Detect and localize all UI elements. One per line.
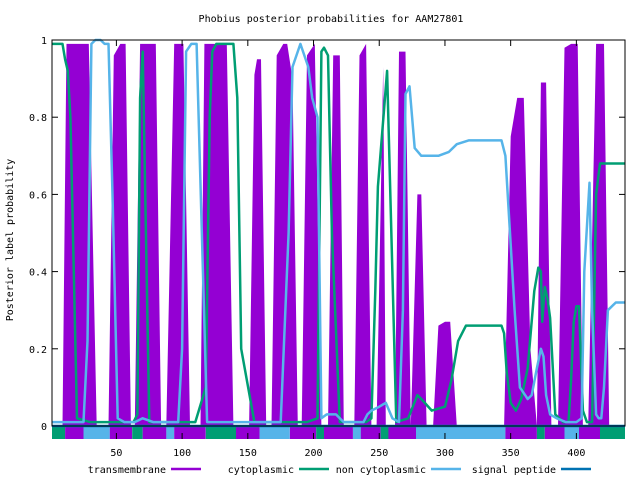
topology-segment xyxy=(579,426,600,439)
y-tick-label: 0.8 xyxy=(29,113,47,124)
x-tick-label: 150 xyxy=(239,448,257,459)
topology-bar xyxy=(52,426,625,439)
topology-segment xyxy=(84,426,110,439)
topology-segment xyxy=(416,426,505,439)
y-tick-label: 0.2 xyxy=(29,345,47,356)
topology-segment xyxy=(600,426,625,439)
topology-segment xyxy=(316,426,324,439)
y-tick-label: 0 xyxy=(41,422,47,433)
x-tick-label: 100 xyxy=(173,448,191,459)
chart-title: Phobius posterior probabilities for AAM2… xyxy=(199,14,464,25)
topology-segment xyxy=(290,426,316,439)
x-tick-label: 200 xyxy=(304,448,322,459)
y-tick-label: 0.6 xyxy=(29,190,47,201)
topology-segment xyxy=(361,426,381,439)
legend-label: signal peptide xyxy=(472,465,556,476)
topology-segment xyxy=(143,426,167,439)
topology-segment xyxy=(324,426,353,439)
legend-label: transmembrane xyxy=(88,465,166,476)
topology-segment xyxy=(381,426,389,439)
topology-segment xyxy=(52,426,65,439)
plot-area xyxy=(52,40,625,439)
y-tick-label: 1 xyxy=(41,36,47,47)
x-tick-label: 350 xyxy=(502,448,520,459)
topology-segment xyxy=(388,426,416,439)
x-tick-label: 300 xyxy=(436,448,454,459)
topology-segment xyxy=(174,426,206,439)
legend-label: non cytoplasmic xyxy=(336,465,426,476)
legend: transmembrane cytoplasmic non cytoplasmic s… xyxy=(88,465,591,476)
topology-segment xyxy=(353,426,361,439)
x-tick-label: 50 xyxy=(110,448,122,459)
topology-segment xyxy=(260,426,290,439)
topology-segment xyxy=(110,426,132,439)
topology-segment xyxy=(545,426,565,439)
topology-segment xyxy=(505,426,537,439)
topology-segment xyxy=(537,426,545,439)
topology-segment xyxy=(132,426,143,439)
topology-segment xyxy=(166,426,174,439)
legend-label: cytoplasmic xyxy=(228,465,294,476)
x-tick-label: 400 xyxy=(567,448,585,459)
x-tick-label: 250 xyxy=(370,448,388,459)
topology-segment xyxy=(65,426,83,439)
y-axis-label: Posterior label probability xyxy=(5,159,16,322)
topology-segment xyxy=(206,426,236,439)
y-tick-label: 0.4 xyxy=(29,268,47,279)
